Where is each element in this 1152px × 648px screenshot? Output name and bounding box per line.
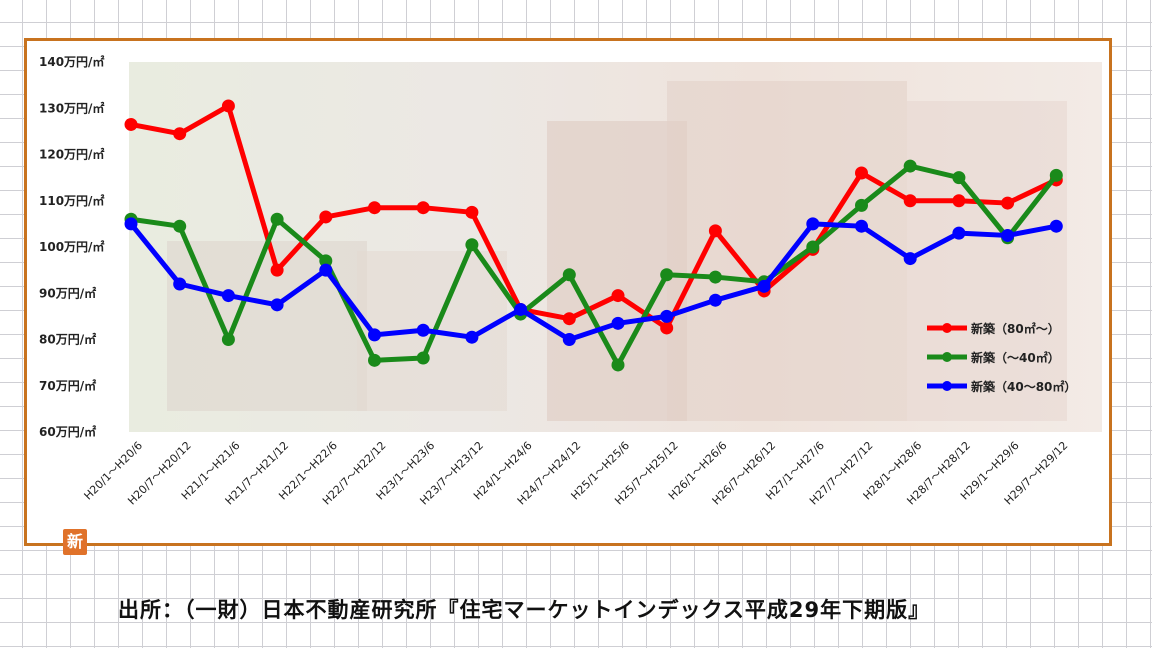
legend: 新築（80㎡～） 新築（～40㎡） 新築（40～80㎡） (927, 321, 1076, 394)
legend-marker (942, 323, 952, 333)
series-line (128, 163, 1059, 368)
data-point (1001, 196, 1015, 210)
data-point (903, 159, 917, 173)
data-point (270, 298, 284, 312)
data-point (368, 201, 381, 215)
data-point (416, 201, 430, 215)
data-point (855, 166, 868, 180)
data-point (465, 205, 479, 219)
data-point (611, 289, 625, 303)
y-tick-label: 130万円/㎡ (39, 100, 104, 115)
data-point (855, 198, 868, 212)
data-point (270, 212, 284, 226)
data-point (465, 238, 479, 252)
series-layer (124, 99, 1063, 372)
data-point (952, 194, 966, 208)
data-point (952, 171, 966, 185)
y-tick-label: 100万円/㎡ (39, 239, 104, 254)
data-point (611, 316, 625, 330)
data-point (221, 289, 235, 303)
data-point (708, 270, 722, 284)
data-point (660, 321, 674, 335)
data-point (270, 263, 284, 277)
legend-marker (942, 381, 952, 391)
series-line (128, 221, 1059, 342)
y-tick-label: 70万円/㎡ (39, 378, 96, 393)
y-tick-label: 80万円/㎡ (39, 332, 96, 347)
x-axis-ticks: H20/1～H20/6H20/7～H20/12H21/1～H21/6H21/7～… (82, 439, 1071, 508)
data-point (562, 333, 576, 346)
data-point (173, 127, 187, 141)
legend-label: 新築（40～80㎡） (971, 379, 1076, 394)
data-point (562, 268, 576, 282)
legend-label: 新築（80㎡～） (971, 321, 1060, 336)
plot-background (129, 62, 1102, 432)
data-point (319, 263, 333, 277)
data-point (319, 210, 333, 224)
data-point (855, 219, 868, 233)
data-point (514, 302, 528, 316)
chart-frame: 140万円/㎡ 130万円/㎡ 120万円/㎡ 110万円/㎡ 100万円/㎡ 90万円/… (24, 38, 1112, 555)
data-point (221, 333, 235, 346)
data-point (221, 99, 235, 113)
y-tick-label: 120万円/㎡ (39, 147, 104, 162)
data-point (124, 117, 138, 131)
data-point (368, 353, 381, 367)
series-line (128, 103, 1059, 331)
data-point (1049, 219, 1063, 233)
data-point (757, 279, 771, 293)
data-point (903, 194, 917, 208)
y-tick-label: 140万円/㎡ (39, 54, 104, 69)
data-point (806, 217, 820, 231)
y-axis-ticks: 140万円/㎡ 130万円/㎡ 120万円/㎡ 110万円/㎡ 100万円/㎡ 90万円/… (39, 54, 104, 439)
logo-mark: 新 (63, 529, 87, 555)
data-point (708, 224, 722, 238)
chart-svg: 140万円/㎡ 130万円/㎡ 120万円/㎡ 110万円/㎡ 100万円/㎡ 90万円/… (39, 54, 1102, 508)
source-note: 出所：（一財）日本不動産研究所『住宅マーケットインデックス平成29年下期版』 (118, 598, 931, 622)
data-point (465, 330, 479, 344)
y-tick-label: 90万円/㎡ (39, 285, 96, 300)
y-tick-label: 110万円/㎡ (39, 193, 104, 208)
data-point (708, 293, 722, 307)
background-block (907, 101, 1067, 421)
data-point (611, 358, 625, 372)
y-tick-label: 60万円/㎡ (39, 424, 96, 439)
data-point (1049, 168, 1063, 182)
data-point (368, 328, 381, 342)
legend-label: 新築（～40㎡） (971, 350, 1060, 365)
data-point (416, 323, 430, 337)
data-point (660, 309, 674, 323)
data-point (903, 252, 917, 266)
legend-marker (942, 352, 952, 362)
data-point (173, 277, 187, 291)
data-point (416, 351, 430, 365)
data-point (562, 312, 576, 326)
data-point (806, 240, 820, 254)
data-point (173, 219, 187, 233)
data-point (124, 217, 138, 231)
data-point (952, 226, 966, 240)
data-point (660, 268, 674, 282)
data-point (319, 254, 333, 268)
data-point (1001, 228, 1015, 242)
